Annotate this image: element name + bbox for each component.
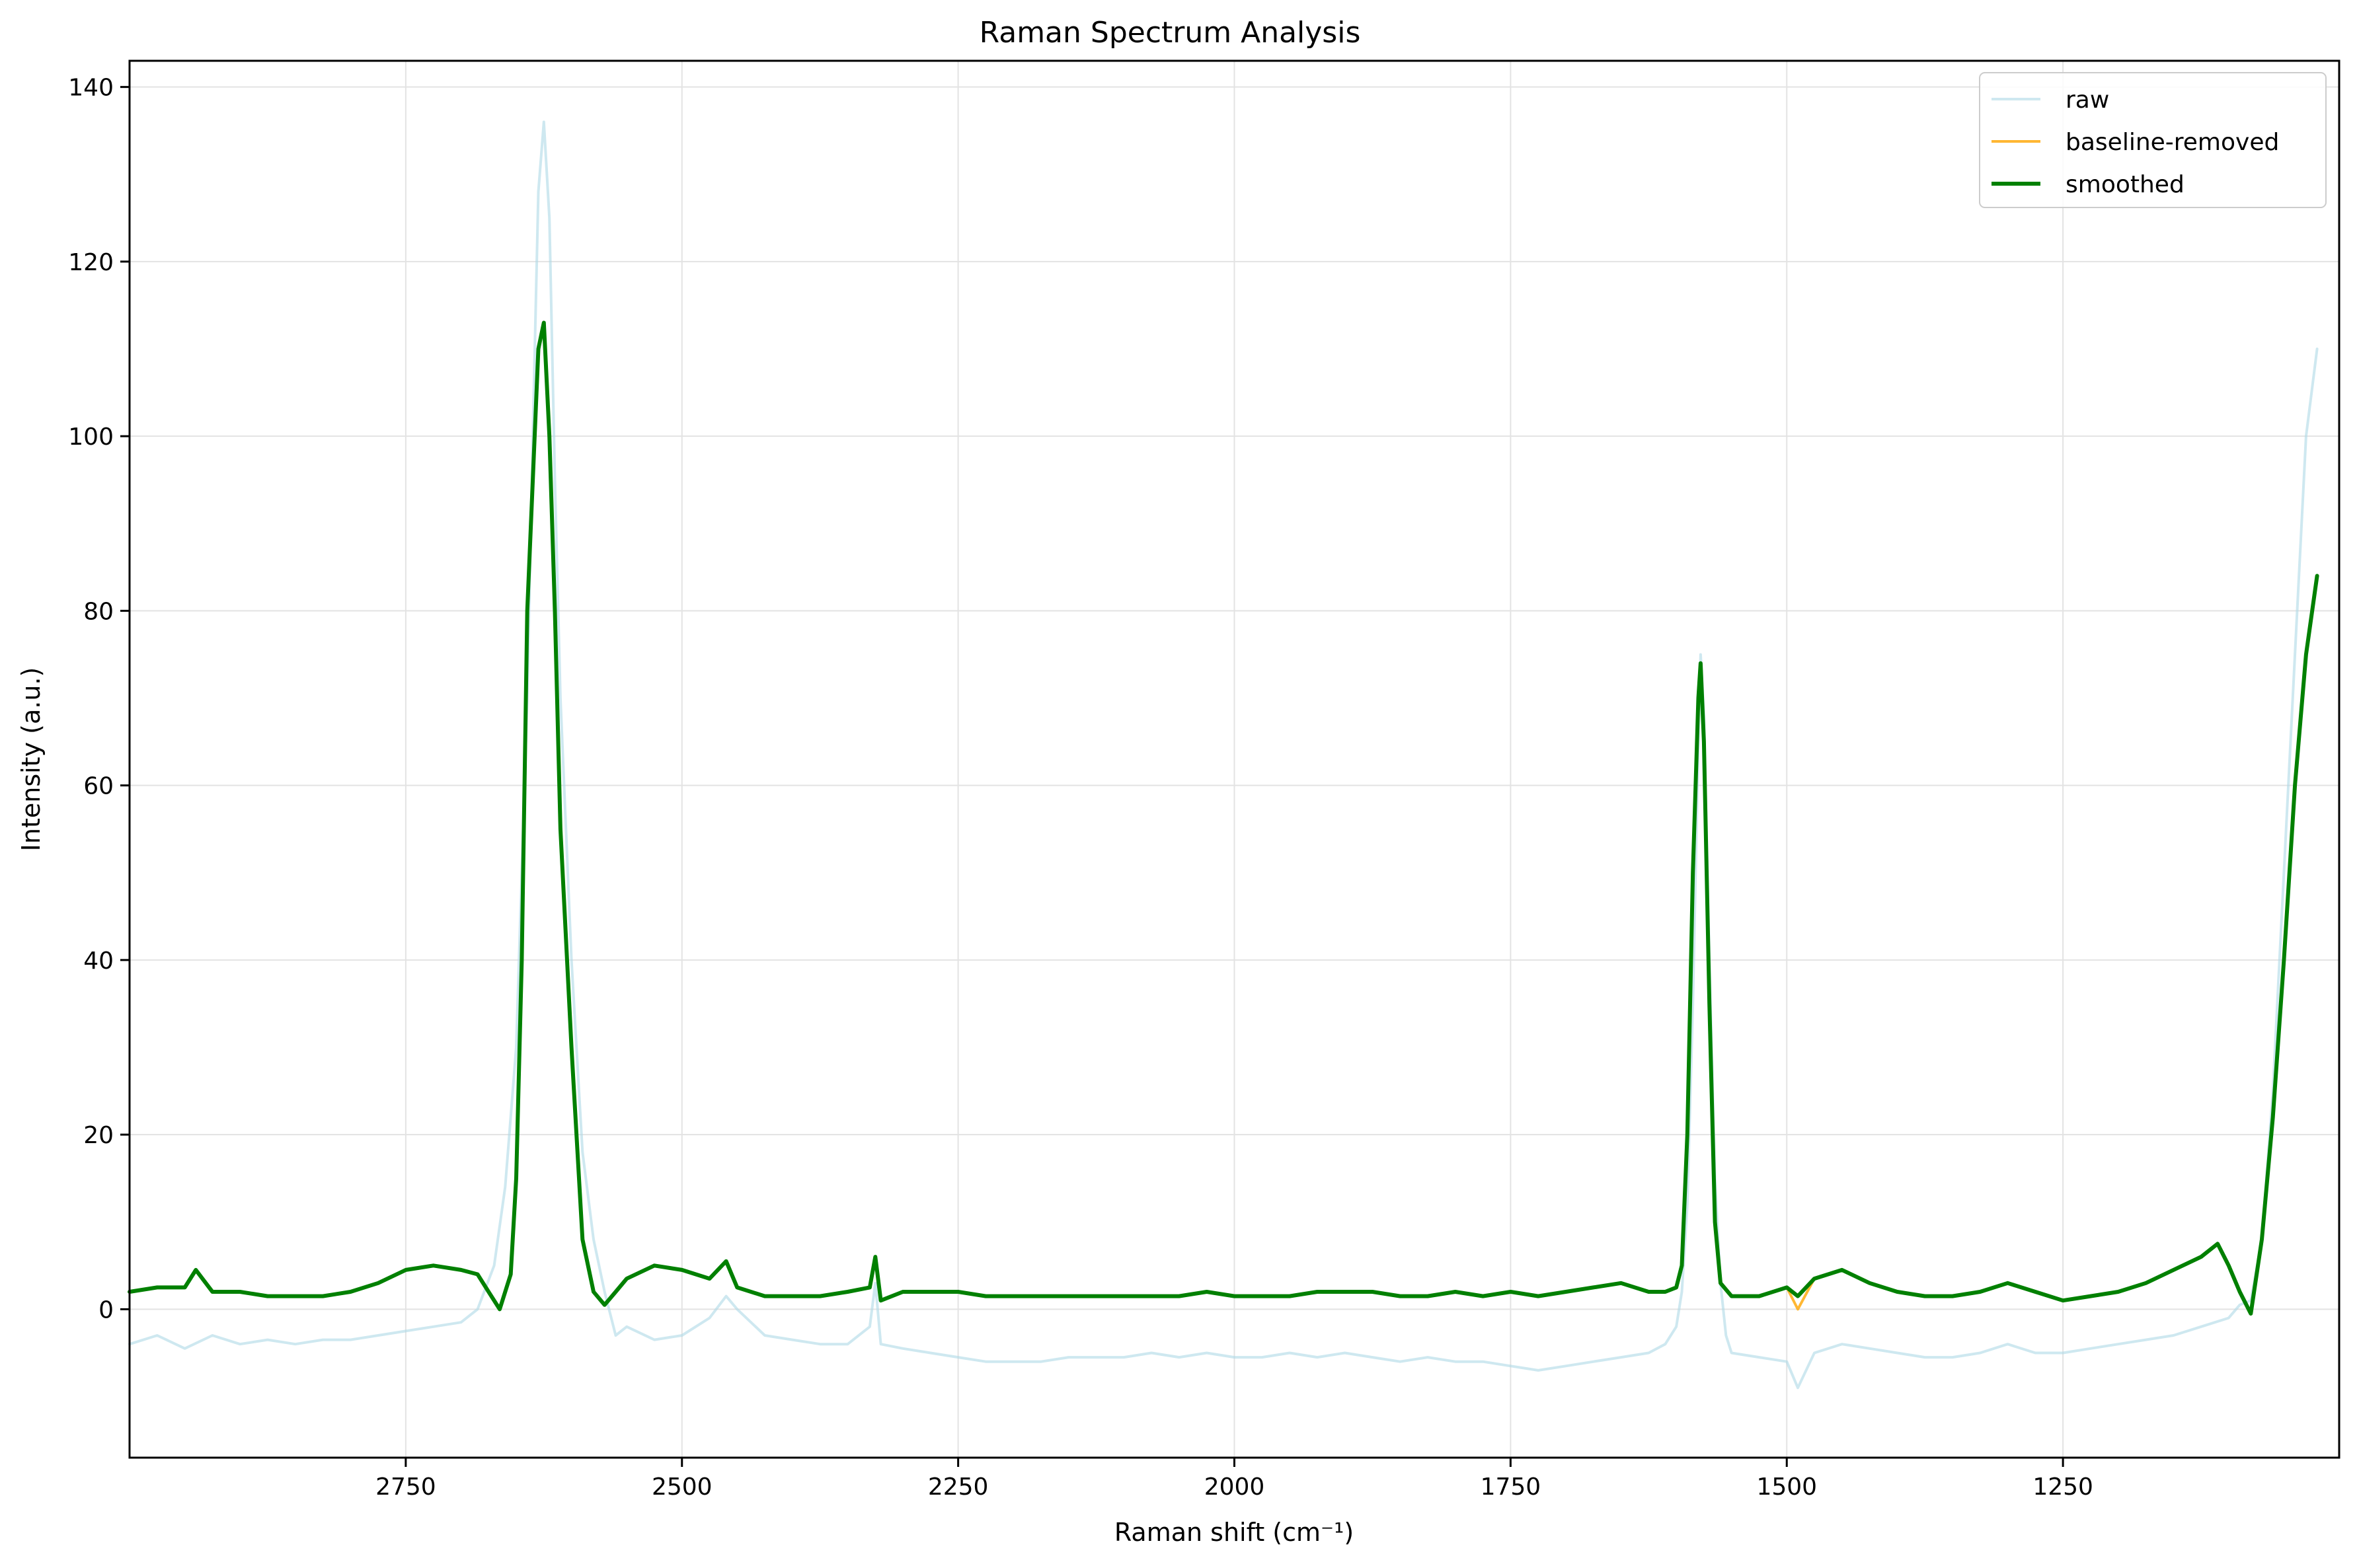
legend-box	[1979, 72, 2327, 208]
legend-label: smoothed	[2066, 171, 2185, 198]
x-tick-label: 1250	[2032, 1474, 2093, 1501]
y-tick-label: 0	[98, 1296, 114, 1324]
x-tick-label: 2000	[1204, 1474, 1265, 1501]
series-line-smoothed	[128, 320, 2319, 1316]
x-tick-label: 1750	[1481, 1474, 1541, 1501]
x-tick-label: 2750	[375, 1474, 436, 1501]
grid-lines	[130, 61, 2339, 1458]
axis-ticks: 2750 2500 2250 2000 1750 1500 1250 0 20 40 60 80 100…	[68, 75, 2093, 1501]
legend: raw baseline-removed smoothed	[1979, 72, 2327, 208]
x-tick-label: 2250	[928, 1474, 989, 1501]
x-tick-label: 2500	[652, 1474, 713, 1501]
x-tick-label: 1500	[1756, 1474, 1817, 1501]
x-axis-label: Raman shift (cm⁻¹)	[1114, 1518, 1354, 1547]
series-lines	[128, 120, 2319, 1390]
legend-label: raw	[2066, 87, 2109, 114]
y-tick-label: 80	[83, 598, 114, 625]
y-tick-label: 120	[68, 249, 114, 276]
y-tick-label: 60	[83, 773, 114, 800]
y-tick-label: 40	[83, 948, 114, 975]
legend-label: baseline-removed	[2066, 129, 2279, 156]
chart-title: Raman Spectrum Analysis	[980, 16, 1361, 50]
y-tick-label: 20	[83, 1122, 114, 1149]
y-tick-label: 140	[68, 75, 114, 102]
y-tick-label: 100	[68, 424, 114, 451]
y-axis-label: Intensity (a.u.)	[17, 667, 46, 852]
series-line-raw	[128, 120, 2319, 1390]
